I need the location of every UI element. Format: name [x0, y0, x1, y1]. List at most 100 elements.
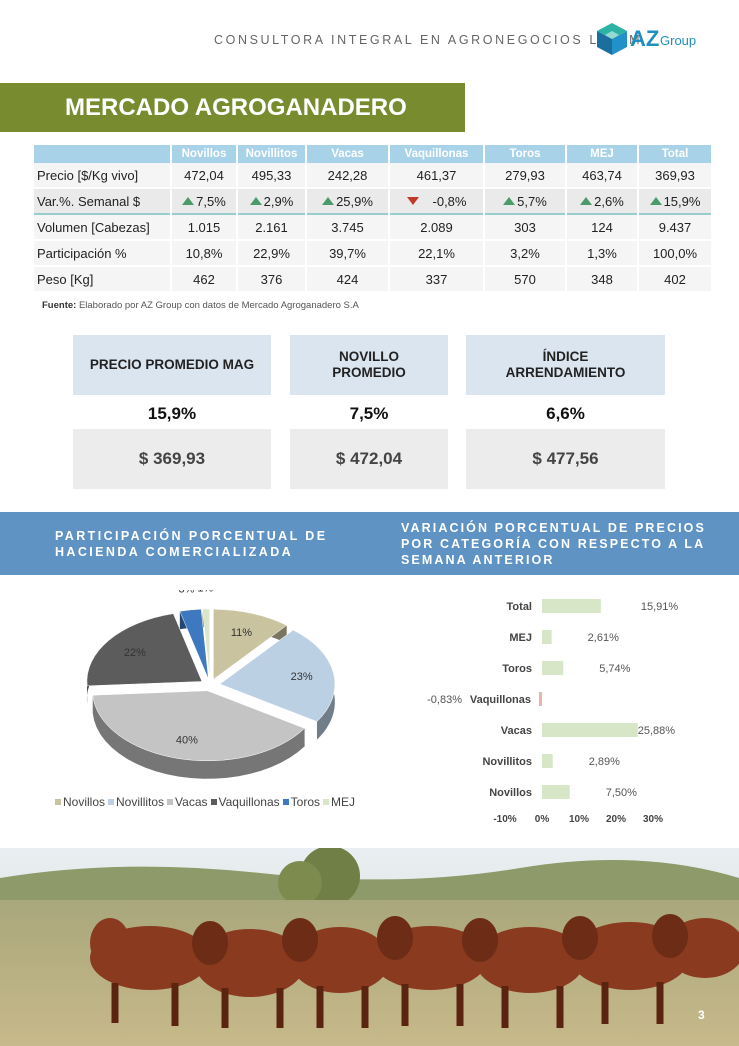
- bar-mej: [542, 630, 552, 644]
- table-cell: 463,74: [567, 163, 637, 189]
- row-label: Participación %: [34, 241, 170, 267]
- bar-value-label: 2,61%: [588, 632, 619, 644]
- pie-slice-mej: [202, 608, 210, 680]
- bar-category-label: Vacas: [501, 725, 532, 737]
- table-header-blank: [34, 145, 170, 163]
- table-cell: 402: [639, 267, 711, 293]
- row-label: Var.%. Semanal $: [34, 189, 170, 215]
- table-cell: 2.089: [390, 215, 483, 241]
- kpi-pct-precio-promedio: 15,9%: [147, 404, 197, 423]
- legend-item: Novillos: [55, 795, 105, 809]
- pie-label: 11%: [231, 627, 252, 639]
- x-tick-label: 10%: [569, 814, 589, 825]
- col-header: Novillitos: [238, 145, 305, 163]
- table-cell: 472,04: [172, 163, 236, 189]
- trend-down-icon: [406, 196, 419, 205]
- table-cell: 424: [307, 267, 388, 293]
- table-row: Participación % 10,8% 22,9% 39,7% 22,1% …: [34, 241, 711, 267]
- table-cell: 376: [238, 267, 305, 293]
- legend-item: MEJ: [323, 795, 355, 809]
- row-label: Peso [Kg]: [34, 267, 170, 293]
- bar-vacas: [542, 723, 638, 737]
- kpi-title-novillo-promedio: NOVILLO PROMEDIO: [290, 335, 448, 395]
- table-row: Precio [$/Kg vivo] 472,04 495,33 242,28 …: [34, 163, 711, 189]
- kpi-title-precio-promedio: PRECIO PROMEDIO MAG: [73, 335, 271, 395]
- pie-slice-novillos: [213, 609, 288, 680]
- legend-item: Vaquillonas: [210, 795, 280, 809]
- table-cell: 495,33: [238, 163, 305, 189]
- table-cell: 39,7%: [307, 241, 388, 267]
- pie-slice-vaquillonas: [86, 613, 203, 704]
- bar-novillitos: [542, 754, 553, 768]
- table-cell: 10,8%: [172, 241, 236, 267]
- trend-up-icon: [503, 196, 516, 205]
- pie-legend: Novillos Novillitos Vacas Vaquillonas To…: [55, 795, 355, 809]
- col-header: Toros: [485, 145, 565, 163]
- cattle-photo: [0, 848, 739, 1046]
- row-label: Volumen [Cabezas]: [34, 215, 170, 241]
- bar-chart-title: VARIACIÓN PORCENTUAL DE PRECIOS POR CATE…: [401, 521, 706, 567]
- bar-value-label: 7,50%: [606, 787, 637, 799]
- table-cell: 337: [390, 267, 483, 293]
- pie-slice-novillitos: [219, 629, 336, 740]
- table-cell: 25,9%: [307, 189, 388, 215]
- table-cell: 15,9%: [639, 189, 711, 215]
- table-cell: 5,7%: [485, 189, 565, 215]
- table-cell: 369,93: [639, 163, 711, 189]
- kpi-pct-indice-arrendamiento: 6,6%: [546, 404, 585, 423]
- table-cell: 9.437: [639, 215, 711, 241]
- pie-label: 1%: [197, 590, 213, 595]
- table-row: Peso [Kg] 462 376 424 337 570 348 402: [34, 267, 711, 293]
- x-tick-label: 20%: [606, 814, 626, 825]
- table-cell: 7,5%: [172, 189, 236, 215]
- pie-chart-title: PARTICIPACIÓN PORCENTUAL DE HACIENDA COM…: [55, 529, 328, 559]
- kpi-value-novillo-promedio: $ 472,04: [290, 429, 448, 489]
- x-tick-label: 0%: [535, 814, 550, 825]
- bar-toros: [542, 661, 564, 675]
- trend-up-icon: [182, 196, 195, 205]
- page-number: 3: [698, 1008, 705, 1022]
- table-cell: 2,6%: [567, 189, 637, 215]
- bar-value-label: 5,74%: [599, 663, 630, 675]
- table-cell: 348: [567, 267, 637, 293]
- table-row: Volumen [Cabezas] 1.015 2.161 3.745 2.08…: [34, 215, 711, 241]
- col-header: Novillos: [172, 145, 236, 163]
- bar-value-label: 25,88%: [638, 725, 676, 737]
- source-note: Fuente: Elaborado por AZ Group con datos…: [42, 300, 359, 311]
- bar-category-label: MEJ: [509, 632, 532, 644]
- bar-category-label: Novillitos: [482, 756, 532, 768]
- pie-label: 3%: [179, 590, 195, 596]
- bar-value-label: 2,89%: [589, 756, 620, 768]
- table-cell: 303: [485, 215, 565, 241]
- bar-value-label: -0,83%: [427, 694, 462, 706]
- logo-text: AZ: [630, 26, 660, 51]
- pie-slice-toros: [179, 608, 209, 680]
- table-row: Var.%. Semanal $ 7,5% 2,9% 25,9% -0,8% 5…: [34, 189, 711, 215]
- az-group-logo: AZ Group: [596, 22, 696, 58]
- table-cell: 2,9%: [238, 189, 305, 215]
- table-cell: 124: [567, 215, 637, 241]
- kpi-value-precio-promedio: $ 369,93: [73, 429, 271, 489]
- trend-up-icon: [580, 196, 593, 205]
- col-header: Total: [639, 145, 711, 163]
- table-cell: 242,28: [307, 163, 388, 189]
- legend-item: Toros: [282, 795, 320, 809]
- table-cell: -0,8%: [390, 189, 483, 215]
- table-cell: 1,3%: [567, 241, 637, 267]
- table-cell: 2.161: [238, 215, 305, 241]
- table-cell: 279,93: [485, 163, 565, 189]
- bar-novillos: [542, 785, 570, 799]
- legend-item: Vacas: [167, 795, 208, 809]
- trend-up-icon: [322, 196, 335, 205]
- table-cell: 462: [172, 267, 236, 293]
- table-cell: 22,9%: [238, 241, 305, 267]
- col-header: Vaquillonas: [390, 145, 483, 163]
- trend-up-icon: [649, 196, 662, 205]
- table-cell: 570: [485, 267, 565, 293]
- section-title-bar: MERCADO AGROGANADERO: [0, 83, 465, 132]
- bar-value-label: 15,91%: [641, 601, 679, 613]
- pie-label: 40%: [176, 735, 198, 747]
- table-cell: 461,37: [390, 163, 483, 189]
- col-header: Vacas: [307, 145, 388, 163]
- table-cell: 22,1%: [390, 241, 483, 267]
